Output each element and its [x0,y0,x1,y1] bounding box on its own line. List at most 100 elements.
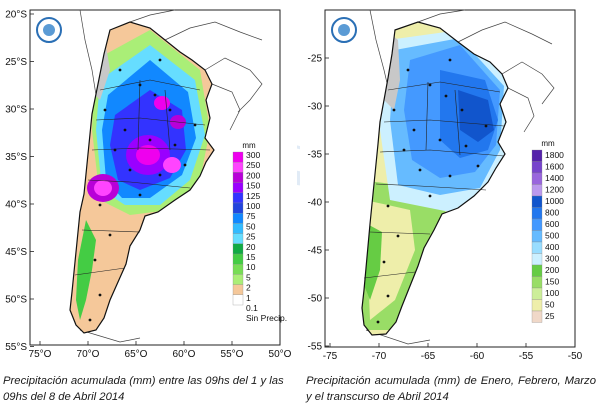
legend-label: 200 [246,170,260,180]
legend-swatch [232,294,244,306]
legend-swatch [232,172,244,183]
argentina-outline [69,21,215,334]
legend-swatch [531,287,543,300]
legend-swatch [232,274,244,285]
lon-tick-label: 50°O [269,349,292,360]
legend-label: 300 [246,150,260,160]
lat-tick-label: -35 [308,150,323,161]
neighbour-borders [79,9,263,343]
legend-swatch [232,233,244,244]
legend-swatch [531,184,543,197]
legend-label: 1600 [545,162,564,172]
legend-label: 150 [246,181,260,191]
legend-label: 200 [545,265,559,275]
lon-tick-label: 55°O [221,349,244,360]
legend-swatch [232,264,244,275]
legend-swatch [531,299,543,312]
legend-label: 1400 [545,173,564,183]
legend-swatch [531,207,543,220]
station-dots [88,58,197,322]
lat-tick-label: 30°S [5,105,27,116]
lon-axis: -75 -70 -65 -60 -55 -50 [323,343,583,362]
lat-tick-label: -50 [308,294,323,305]
legend-label: 500 [545,231,559,241]
precip-legend: mm3002502001501251007550252015105210.1Si… [232,141,287,323]
legend-label: 2 [246,283,251,293]
legend-unit: mm [541,139,555,148]
lat-tick-label: 25°S [5,57,27,68]
legend-label: 25 [246,232,256,242]
legend-label: 800 [545,208,559,218]
lat-tick-label: -30 [308,102,323,113]
legend-swatch [232,162,244,173]
smn-logo [331,17,357,43]
lat-tick-label: 20°S [5,10,27,21]
legend-swatch [531,195,543,208]
legend-label: 300 [545,254,559,264]
legend-swatch [232,182,244,193]
legend-swatch [531,172,543,185]
lat-tick-label: -45 [308,246,323,257]
lon-tick-label: -65 [421,351,436,362]
legend-swatch [531,264,543,277]
lon-tick-label: -70 [372,351,387,362]
lat-tick-label: 50°S [5,295,27,306]
legend-label: 25 [545,311,555,321]
legend-swatch [232,243,244,255]
legend-swatch [232,202,244,214]
legend-label: 75 [246,211,256,221]
argentina-outline [361,21,509,336]
lat-tick-label: 55°S [5,342,27,353]
legend-swatch [531,218,543,231]
lon-tick-label: -75 [323,351,338,362]
map-caption-right: Precipitación acumulada (mm) de Enero, F… [306,375,596,403]
lat-tick-label: 35°S [5,152,27,163]
legend-label: 5 [246,272,251,282]
smn-logo [36,17,62,43]
legend-swatch [232,192,244,204]
legend-label: 100 [246,201,260,211]
lon-tick-label: -50 [568,351,583,362]
legend-unit: mm [242,141,256,150]
lat-tick-label: -55 [308,342,323,353]
legend-label: 600 [545,219,559,229]
lon-axis: 75°O 70°O 65°O 60°O 55°O 50°O [29,341,292,360]
lat-tick-label: 45°S [5,247,27,258]
lon-tick-label: 65°O [125,349,148,360]
legend-label: 125 [246,191,260,201]
legend-label: 10 [246,262,256,272]
lon-tick-label: 60°O [173,349,196,360]
legend-swatch [232,223,244,234]
legend-swatch [232,213,244,224]
legend-swatch [232,253,244,265]
legend-swatch [232,151,244,163]
lon-tick-label: -55 [519,351,534,362]
province-borders [363,81,505,279]
legend-label: 0.1 [246,303,258,313]
lat-axis: -25 -30 -35 -40 -45 -50 -55 [308,54,329,353]
legend-swatch [531,310,543,323]
legend-label: 1 [246,293,251,303]
legend-label: 1000 [545,196,564,206]
legend-swatch [531,149,543,162]
station-dots [376,58,488,324]
legend-label: 1800 [545,150,564,160]
legend-swatch [232,284,244,295]
lat-tick-label: -25 [308,54,323,65]
legend-label: 15 [246,252,256,262]
legend-label: 50 [246,221,256,231]
legend-label: 50 [545,300,555,310]
legend-swatch [531,230,543,243]
legend-swatch [531,161,543,174]
lon-tick-label: 75°O [29,349,52,360]
legend-swatch [531,241,543,254]
seasonal-precipitation-map: mm 1800 1600 1400 1200 1000 800 600 500 400 300 200… [300,0,597,372]
province-borders [74,79,211,276]
legend-label: 400 [545,242,559,252]
legend-swatch [531,276,543,289]
lat-tick-label: 40°S [5,200,27,211]
legend-label: 1200 [545,185,564,195]
legend-label: Sin Precip. [246,313,287,323]
lon-tick-label: 70°O [77,349,100,360]
legend-label: 150 [545,277,559,287]
